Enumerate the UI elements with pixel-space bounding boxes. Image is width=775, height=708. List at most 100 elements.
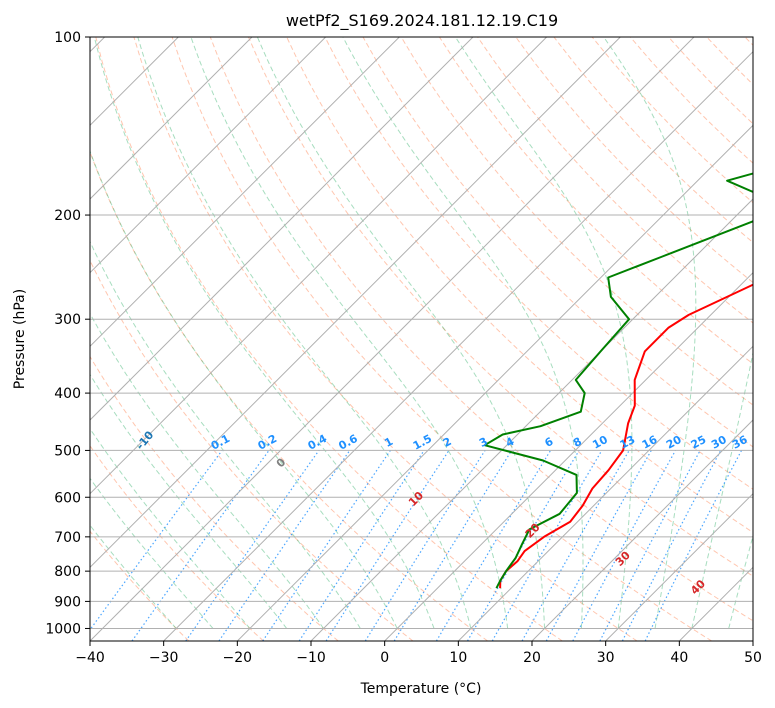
dry-adiabat-line — [95, 37, 563, 641]
x-tick-label: 10 — [449, 650, 467, 666]
dry-adiabat-line — [90, 355, 339, 641]
y-tick-label: 800 — [54, 564, 81, 580]
isotherm-line — [457, 345, 753, 641]
mixing-ratio-label: 1.5 — [411, 432, 434, 453]
isotherm-line — [90, 37, 253, 200]
isotherm-line — [90, 37, 695, 641]
mixing-ratio-line — [599, 450, 701, 641]
dry-adiabat-line — [400, 37, 753, 406]
mixing-ratio-label: 13 — [618, 433, 638, 452]
dry-adiabat-label: -10 — [134, 428, 157, 452]
isotherm-line — [752, 640, 753, 641]
dry-adiabat-line — [90, 444, 264, 641]
mixing-ratio-label: 0.6 — [336, 432, 360, 453]
grid-lines — [90, 37, 753, 641]
mixing-ratio-line — [262, 450, 391, 641]
moist-adiabat-line — [342, 37, 584, 629]
mixing-ratio-line — [521, 450, 630, 641]
moist-adiabat-line — [90, 427, 251, 629]
dry-adiabat-line — [706, 37, 753, 86]
mixing-ratio-label: 16 — [640, 433, 660, 452]
mixing-ratio-line — [185, 450, 320, 641]
mixing-ratio-line — [218, 450, 351, 641]
moist-adiabat-line — [90, 149, 398, 629]
mixing-ratio-label: 30 — [709, 433, 729, 452]
isotherm-line — [384, 271, 753, 641]
isotherm-line — [310, 198, 753, 641]
x-tick-label: 20 — [523, 650, 541, 666]
x-tick-label: −30 — [149, 650, 179, 666]
moist-adiabat-line — [691, 350, 753, 629]
y-tick-label: 200 — [54, 208, 81, 224]
y-tick-label: 600 — [54, 490, 81, 506]
y-tick-label: 1000 — [45, 621, 81, 637]
moist-adiabat-line — [728, 534, 753, 629]
dry-adiabat-line — [591, 37, 753, 204]
dry-adiabat-line — [286, 37, 753, 534]
mixing-ratio-line — [621, 450, 722, 641]
mixing-ratio-line — [545, 450, 652, 641]
isotherm-line — [90, 37, 474, 421]
moist-adiabat-label: 40 — [688, 577, 708, 597]
ticks-layer: −40 −30 −20 −10 0 10 20 30 40 5010020030040050060… — [45, 30, 762, 666]
moist-adiabat-label: 10 — [406, 489, 426, 509]
y-tick-label: 900 — [54, 594, 81, 610]
dry-adiabat-line — [248, 37, 753, 577]
dry-adiabat-line — [668, 37, 753, 125]
moist-adiabat-line — [256, 37, 545, 629]
chart-title: wetPf2_S169.2024.181.12.19.C19 — [286, 11, 558, 31]
moist-adiabat-line — [90, 240, 361, 629]
dry-adiabat-line — [90, 259, 414, 641]
mixing-ratio-line — [298, 450, 425, 641]
dry-adiabat-line — [477, 37, 753, 324]
mixing-ratio-label: 36 — [730, 433, 750, 452]
x-tick-label: 30 — [597, 650, 615, 666]
y-tick-label: 700 — [54, 530, 81, 546]
y-tick-label: 300 — [54, 312, 81, 328]
moist-adiabat-line — [93, 37, 435, 629]
moist-adiabat-line — [90, 312, 324, 629]
dry-adiabat-line — [438, 37, 753, 365]
mixing-ratio-label: 0.4 — [306, 432, 330, 453]
mixing-ratio-line — [325, 450, 450, 641]
mixing-ratio-line — [90, 450, 223, 631]
mixing-ratio-line — [572, 450, 677, 641]
series-layer — [483, 172, 753, 589]
isotherm-line — [163, 50, 753, 641]
isotherm-line — [90, 37, 400, 348]
mixing-ratio-label: 0.2 — [256, 432, 279, 453]
x-tick-label: −40 — [75, 650, 105, 666]
isotherm-line — [605, 492, 753, 641]
moist-adiabat-line — [90, 373, 288, 629]
y-axis-label: Pressure (hPa) — [12, 289, 28, 389]
temperature-profile-line — [499, 283, 753, 589]
mixing-ratio-line — [466, 450, 580, 641]
dry-adiabat-line — [515, 37, 753, 284]
x-axis-label: Temperature (°C) — [360, 681, 482, 697]
background-lines — [90, 37, 753, 641]
isotherm-line — [678, 566, 753, 641]
x-tick-label: −20 — [223, 650, 253, 666]
dry-adiabat-line — [209, 37, 753, 622]
dry-adiabat-line — [362, 37, 753, 448]
x-tick-label: 0 — [380, 650, 389, 666]
dry-adiabat-line — [553, 37, 753, 244]
moist-adiabat-line — [190, 37, 509, 629]
dry-adiabat-line — [324, 37, 753, 490]
x-tick-label: 50 — [744, 650, 762, 666]
plot-frame — [89, 36, 754, 642]
isotherm-line — [90, 37, 327, 274]
mixing-ratio-label: 20 — [664, 433, 684, 452]
y-tick-label: 100 — [54, 30, 81, 46]
x-tick-label: 40 — [670, 650, 688, 666]
mixing-ratio-label: 6 — [543, 435, 556, 450]
isotherm-line — [236, 124, 753, 641]
dry-adiabat-line — [133, 37, 638, 641]
mixing-ratio-label: 1 — [382, 435, 395, 450]
isotherm-line — [531, 419, 753, 641]
y-tick-label: 400 — [54, 386, 81, 402]
moist-adiabat-line — [137, 37, 472, 629]
moist-adiabat-line — [454, 37, 633, 629]
moist-adiabat-label: 30 — [613, 549, 633, 569]
